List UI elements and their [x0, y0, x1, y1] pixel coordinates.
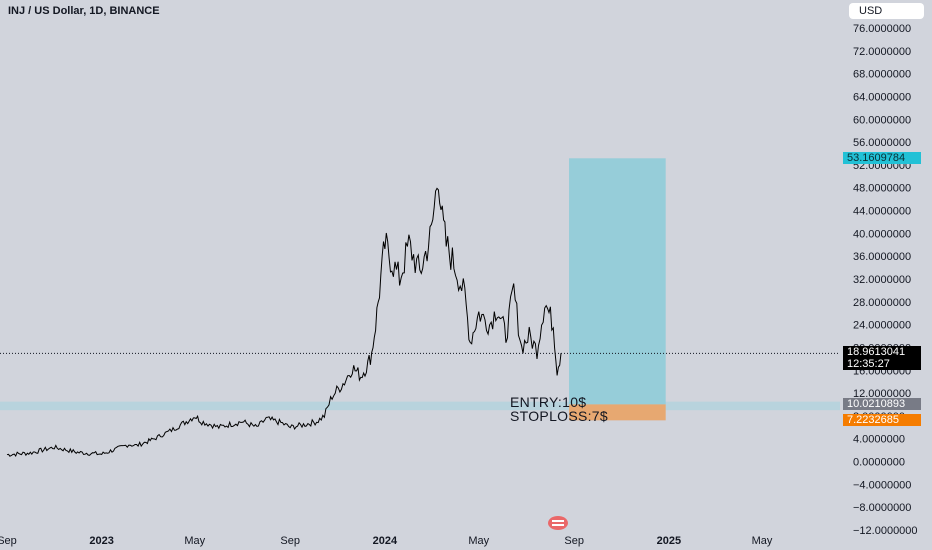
y-tick-label: 44.0000000	[853, 206, 911, 218]
x-tick-label: 2024	[373, 535, 398, 547]
stoploss-price-tag: 7.2232685	[843, 414, 921, 426]
bar-countdown: 12:35:27	[847, 358, 890, 370]
y-tick-label: 36.0000000	[853, 251, 911, 263]
x-axis: Sep 2023 May Sep 2024 May Sep 2025 May	[0, 535, 773, 547]
x-tick-label: Sep	[0, 535, 17, 547]
symbol-title: INJ / US Dollar, 1D, BINANCE	[8, 5, 160, 17]
last-price-tag: 18.9613041 12:35:27	[843, 346, 921, 370]
x-tick-label: Sep	[280, 535, 300, 547]
y-tick-label: 4.0000000	[853, 434, 905, 446]
y-tick-label: 12.0000000	[853, 388, 911, 400]
y-tick-label: 0.0000000	[853, 457, 905, 469]
entry-price-tag: 10.0210893	[843, 398, 921, 410]
y-tick-label: 68.0000000	[853, 69, 911, 81]
support-band	[0, 401, 840, 411]
y-tick-label: −8.0000000	[853, 502, 911, 514]
y-tick-label: 72.0000000	[853, 46, 911, 58]
y-tick-label: 40.0000000	[853, 228, 911, 240]
y-tick-label: 76.0000000	[853, 23, 911, 35]
x-tick-label: May	[752, 535, 773, 547]
x-tick-label: May	[184, 535, 205, 547]
target-price-tag: 53.1609784	[843, 152, 921, 164]
x-tick-label: 2023	[89, 535, 113, 547]
entry-annotation: ENTRY:10$	[510, 394, 587, 410]
price-series-line	[6, 187, 562, 458]
y-tick-label: 28.0000000	[853, 297, 911, 309]
y-tick-label: 60.0000000	[853, 114, 911, 126]
y-tick-label: 24.0000000	[853, 320, 911, 332]
y-tick-label: 56.0000000	[853, 137, 911, 149]
y-axis: 76.0000000 72.0000000 68.0000000 64.0000000…	[853, 23, 918, 537]
series-layer	[6, 187, 562, 458]
y-tick-label: 48.0000000	[853, 183, 911, 195]
y-tick-label: 64.0000000	[853, 91, 911, 103]
currency-selector[interactable]: USD	[849, 3, 924, 19]
loss-zone	[569, 404, 666, 421]
y-tick-label: −12.0000000	[853, 525, 918, 537]
stoploss-annotation: STOPLOSS:7$	[510, 408, 608, 424]
profit-zone	[569, 158, 666, 405]
last-price-value: 18.9613041	[847, 346, 906, 358]
x-tick-label: Sep	[564, 535, 584, 547]
y-tick-label: 32.0000000	[853, 274, 911, 286]
x-tick-label: 2025	[657, 535, 681, 547]
y-tick-label: −4.0000000	[853, 479, 911, 491]
x-tick-label: May	[468, 535, 489, 547]
tradingview-logo-icon	[548, 516, 568, 530]
